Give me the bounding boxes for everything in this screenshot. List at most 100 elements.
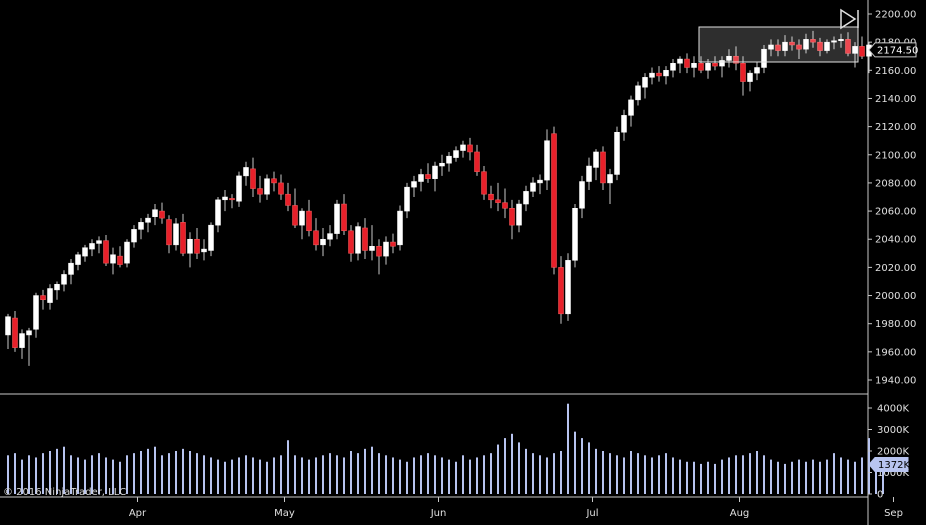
volume-bar bbox=[385, 455, 387, 494]
last-volume-label: 1372K bbox=[878, 460, 910, 471]
candle bbox=[831, 40, 837, 43]
candle bbox=[411, 181, 417, 188]
candle bbox=[425, 174, 431, 179]
candle bbox=[187, 238, 193, 254]
candle bbox=[460, 144, 466, 151]
volume-bar bbox=[805, 461, 807, 494]
time-axis: Apr May Jun Jul Aug Sep bbox=[129, 497, 903, 519]
candle bbox=[544, 140, 550, 181]
volume-bar bbox=[511, 433, 513, 494]
volume-bar bbox=[749, 453, 751, 494]
candle bbox=[663, 70, 669, 77]
time-tick-label: Sep bbox=[884, 508, 903, 519]
price-tick-label: 2140.00 bbox=[875, 94, 916, 105]
candle bbox=[208, 224, 214, 251]
price-tick-label: 2200.00 bbox=[875, 10, 916, 21]
volume-bar bbox=[231, 459, 233, 494]
volume-tick-label: 2000K bbox=[877, 447, 909, 458]
time-tick-label: Jun bbox=[430, 508, 447, 519]
volume-bar bbox=[854, 461, 856, 494]
candle bbox=[117, 255, 123, 265]
volume-bar bbox=[763, 455, 765, 494]
go-to-end-icon[interactable] bbox=[840, 8, 859, 30]
candle bbox=[768, 44, 774, 50]
volume-bar bbox=[476, 457, 478, 494]
price-tick-label: 1980.00 bbox=[875, 319, 916, 330]
volume-bar bbox=[686, 461, 688, 494]
volume-bar bbox=[252, 457, 254, 494]
volume-bar bbox=[448, 459, 450, 494]
candle bbox=[222, 196, 228, 201]
volume-bar bbox=[609, 453, 611, 494]
volume-bar bbox=[210, 457, 212, 494]
volume-bar bbox=[490, 453, 492, 494]
candle bbox=[481, 171, 487, 195]
volume-bar bbox=[756, 451, 758, 494]
volume-bar bbox=[273, 457, 275, 494]
volume-bar bbox=[343, 457, 345, 494]
volume-bar bbox=[294, 455, 296, 494]
volume-bar bbox=[336, 455, 338, 494]
volume-bar bbox=[602, 451, 604, 494]
volume-bar bbox=[406, 461, 408, 494]
volume-bar bbox=[119, 461, 121, 494]
volume-bar bbox=[553, 453, 555, 494]
volume-bar bbox=[224, 461, 226, 494]
volume-bar bbox=[630, 451, 632, 494]
price-tick-label: 1940.00 bbox=[875, 376, 916, 387]
volume-bar bbox=[798, 459, 800, 494]
volume-tick-label: 4000K bbox=[877, 404, 909, 415]
volume-bar bbox=[168, 453, 170, 494]
time-tick-label: Aug bbox=[730, 508, 750, 519]
volume-bar bbox=[735, 455, 737, 494]
volume-bar bbox=[791, 461, 793, 494]
volume-bar bbox=[721, 459, 723, 494]
candle bbox=[551, 133, 557, 268]
candle bbox=[621, 115, 627, 133]
candle bbox=[474, 151, 480, 172]
candle bbox=[712, 63, 718, 67]
volume-bar bbox=[875, 466, 877, 494]
candle bbox=[446, 155, 452, 164]
time-tick-label: Jul bbox=[585, 508, 598, 519]
volume-bar bbox=[266, 461, 268, 494]
volume-bar bbox=[714, 463, 716, 494]
candle bbox=[824, 41, 830, 51]
price-tick-label: 2060.00 bbox=[875, 207, 916, 218]
volume-bar bbox=[203, 455, 205, 494]
volume-bar bbox=[588, 442, 590, 494]
volume-bar bbox=[560, 451, 562, 494]
candle bbox=[803, 39, 809, 50]
volume-bar bbox=[245, 455, 247, 494]
candle bbox=[173, 223, 179, 246]
volume-bar bbox=[308, 459, 310, 494]
volume-bar bbox=[847, 459, 849, 494]
candle bbox=[698, 63, 704, 71]
candle bbox=[586, 165, 592, 182]
candle bbox=[131, 229, 137, 243]
volume-bar bbox=[7, 455, 9, 494]
volume-bar bbox=[42, 453, 44, 494]
candle bbox=[565, 260, 571, 315]
volume-bar bbox=[77, 457, 79, 494]
candle bbox=[306, 210, 312, 232]
candle bbox=[215, 199, 221, 226]
volume-bar bbox=[483, 455, 485, 494]
volume-bar bbox=[98, 453, 100, 494]
candle bbox=[810, 39, 816, 43]
candle bbox=[376, 246, 382, 257]
candle bbox=[845, 39, 851, 54]
candle bbox=[600, 151, 606, 184]
volume-bar bbox=[364, 448, 366, 494]
candle bbox=[649, 72, 655, 78]
candle bbox=[523, 191, 529, 205]
candle bbox=[628, 99, 634, 116]
last-volume-marker bbox=[868, 457, 909, 473]
volume-bar bbox=[70, 455, 72, 494]
volume-bar bbox=[623, 457, 625, 494]
volume-bar bbox=[441, 457, 443, 494]
volume-bar bbox=[175, 451, 177, 494]
volume-bar bbox=[28, 455, 30, 494]
